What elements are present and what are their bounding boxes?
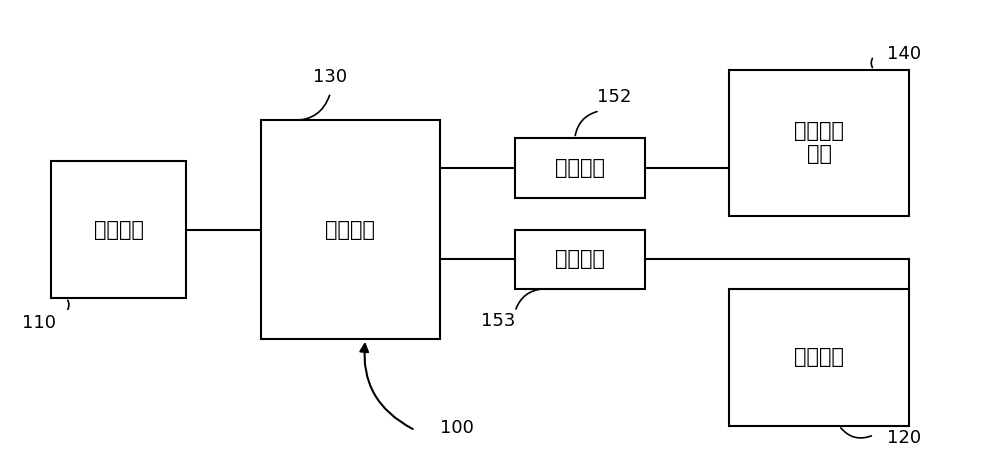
Text: 152: 152 [597, 88, 632, 106]
Bar [51, 161, 186, 298]
Text: 第一开关: 第一开关 [555, 158, 605, 178]
Text: 140: 140 [887, 45, 921, 63]
Text: 第二开关: 第二开关 [555, 249, 605, 269]
Text: 控制模块: 控制模块 [325, 219, 375, 240]
Text: 153: 153 [481, 312, 515, 330]
Bar [729, 289, 909, 425]
Text: 110: 110 [22, 314, 56, 332]
Text: 室外天线
接口: 室外天线 接口 [794, 121, 844, 164]
Bar [515, 138, 645, 197]
Text: 第一天线: 第一天线 [94, 219, 144, 240]
Text: 130: 130 [313, 67, 348, 86]
Bar [515, 230, 645, 289]
Text: 100: 100 [440, 419, 474, 437]
Bar [261, 120, 440, 339]
Text: 120: 120 [887, 430, 921, 448]
Bar [729, 70, 909, 216]
Text: 第二天线: 第二天线 [794, 347, 844, 367]
